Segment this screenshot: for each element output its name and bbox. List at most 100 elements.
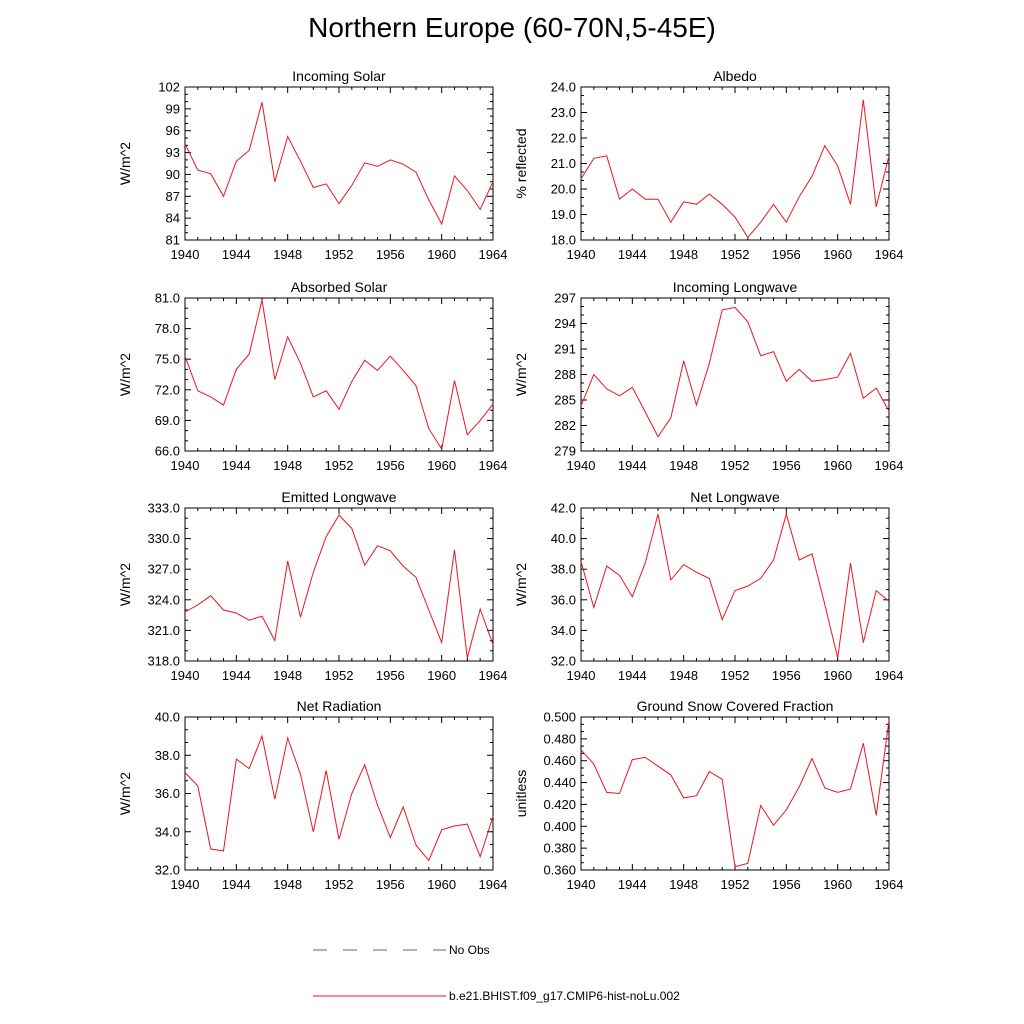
y-axis-label: W/m^2 <box>117 772 133 815</box>
panel-title: Incoming Solar <box>292 68 386 84</box>
x-tick-label: 1960 <box>823 458 852 473</box>
y-tick-label: 0.460 <box>543 753 576 768</box>
y-tick-label: 84 <box>166 211 180 226</box>
y-tick-label: 291 <box>554 342 576 357</box>
x-tick-label: 1964 <box>479 247 508 262</box>
y-tick-label: 96 <box>166 123 180 138</box>
y-tick-label: 38.0 <box>551 562 576 577</box>
x-tick-label: 1960 <box>823 668 852 683</box>
y-tick-label: 19.0 <box>551 207 576 222</box>
y-tick-label: 0.360 <box>543 863 576 878</box>
x-tick-label: 1952 <box>721 877 750 892</box>
x-tick-label: 1944 <box>618 877 647 892</box>
y-tick-label: 72.0 <box>155 382 180 397</box>
panel-title: Net Longwave <box>690 489 780 505</box>
y-tick-label: 78.0 <box>155 321 180 336</box>
x-tick-label: 1964 <box>875 458 904 473</box>
y-tick-label: 324.0 <box>147 592 180 607</box>
legend-obs-label: No Obs <box>449 943 490 957</box>
panel-2: Absorbed Solar W/m^2 1940 1944 1948 1952 1956 1… <box>117 279 507 473</box>
y-axis-label: W/m^2 <box>513 353 529 396</box>
y-tick-label: 40.0 <box>551 531 576 546</box>
x-tick-label: 1944 <box>618 668 647 683</box>
x-tick-label: 1948 <box>669 458 698 473</box>
x-tick-label: 1956 <box>376 668 405 683</box>
y-axis-label: unitless <box>513 770 529 817</box>
y-tick-label: 21.0 <box>551 156 576 171</box>
y-axis-label: W/m^2 <box>117 142 133 185</box>
series-line-0 <box>580 306 890 438</box>
y-tick-label: 0.500 <box>543 710 576 725</box>
x-tick-label: 1948 <box>273 877 302 892</box>
x-tick-label: 1948 <box>669 877 698 892</box>
series-line-0 <box>580 512 890 659</box>
x-tick-label: 1964 <box>875 877 904 892</box>
y-tick-label: 90 <box>166 167 180 182</box>
x-tick-label: 1944 <box>222 458 251 473</box>
y-tick-label: 22.0 <box>551 131 576 146</box>
y-tick-label: 34.0 <box>155 824 180 839</box>
y-axis-label: % reflected <box>513 128 529 198</box>
panel-title: Absorbed Solar <box>291 279 388 295</box>
series-line-0 <box>184 734 494 862</box>
x-tick-label: 1940 <box>567 458 596 473</box>
x-tick-label: 1952 <box>325 877 354 892</box>
y-tick-label: 24.0 <box>551 80 576 95</box>
x-tick-label: 1956 <box>772 458 801 473</box>
y-tick-label: 99 <box>166 101 180 116</box>
y-tick-label: 318.0 <box>147 654 180 669</box>
y-tick-label: 288 <box>554 367 576 382</box>
y-tick-label: 0.480 <box>543 731 576 746</box>
x-tick-label: 1964 <box>875 247 904 262</box>
panel-3: Incoming Longwave W/m^2 1940 1944 1948 1952 19… <box>513 279 903 473</box>
x-tick-label: 1956 <box>772 247 801 262</box>
x-tick-label: 1940 <box>171 877 200 892</box>
y-tick-label: 42.0 <box>551 501 576 516</box>
x-tick-label: 1960 <box>427 668 456 683</box>
y-tick-label: 285 <box>554 393 576 408</box>
panel-title: Emitted Longwave <box>281 489 396 505</box>
figure-title: Northern Europe (60-70N,5-45E) <box>308 12 716 43</box>
y-tick-label: 0.380 <box>543 841 576 856</box>
y-tick-label: 321.0 <box>147 623 180 638</box>
x-tick-label: 1948 <box>669 668 698 683</box>
x-tick-label: 1960 <box>823 247 852 262</box>
y-tick-label: 0.400 <box>543 819 576 834</box>
y-tick-label: 87 <box>166 189 180 204</box>
series-line-0 <box>184 102 494 226</box>
series-line-0 <box>580 720 890 868</box>
x-tick-label: 1948 <box>273 458 302 473</box>
panel-4: Emitted Longwave W/m^2 1940 1944 1948 1952 195… <box>117 489 507 683</box>
y-tick-label: 38.0 <box>155 748 180 763</box>
x-tick-label: 1956 <box>376 877 405 892</box>
y-axis-label: W/m^2 <box>117 353 133 396</box>
x-tick-label: 1952 <box>325 458 354 473</box>
legend-model-label: b.e21.BHIST.f09_g17.CMIP6-hist-noLu.002 <box>449 989 680 1003</box>
x-tick-label: 1944 <box>222 247 251 262</box>
x-tick-label: 1956 <box>376 247 405 262</box>
x-tick-label: 1952 <box>721 247 750 262</box>
y-axis-label: W/m^2 <box>513 563 529 606</box>
plot-frame <box>580 716 890 871</box>
y-tick-label: 0.440 <box>543 775 576 790</box>
y-tick-label: 297 <box>554 291 576 306</box>
x-tick-label: 1952 <box>325 247 354 262</box>
x-tick-label: 1960 <box>427 247 456 262</box>
x-tick-label: 1940 <box>171 668 200 683</box>
x-tick-label: 1940 <box>567 247 596 262</box>
y-tick-label: 66.0 <box>155 444 180 459</box>
x-tick-label: 1960 <box>427 877 456 892</box>
x-tick-label: 1944 <box>222 877 251 892</box>
x-tick-label: 1956 <box>376 458 405 473</box>
panel-1: Albedo % reflected 1940 1944 1948 1952 1956 196… <box>513 68 903 262</box>
x-tick-label: 1964 <box>479 668 508 683</box>
x-tick-label: 1940 <box>567 668 596 683</box>
y-tick-label: 81 <box>166 233 180 248</box>
x-tick-label: 1940 <box>171 247 200 262</box>
plot-frame <box>184 86 494 241</box>
y-tick-label: 81.0 <box>155 291 180 306</box>
panel-title: Albedo <box>713 68 757 84</box>
y-tick-label: 0.420 <box>543 797 576 812</box>
y-tick-label: 294 <box>554 316 576 331</box>
x-tick-label: 1944 <box>222 668 251 683</box>
